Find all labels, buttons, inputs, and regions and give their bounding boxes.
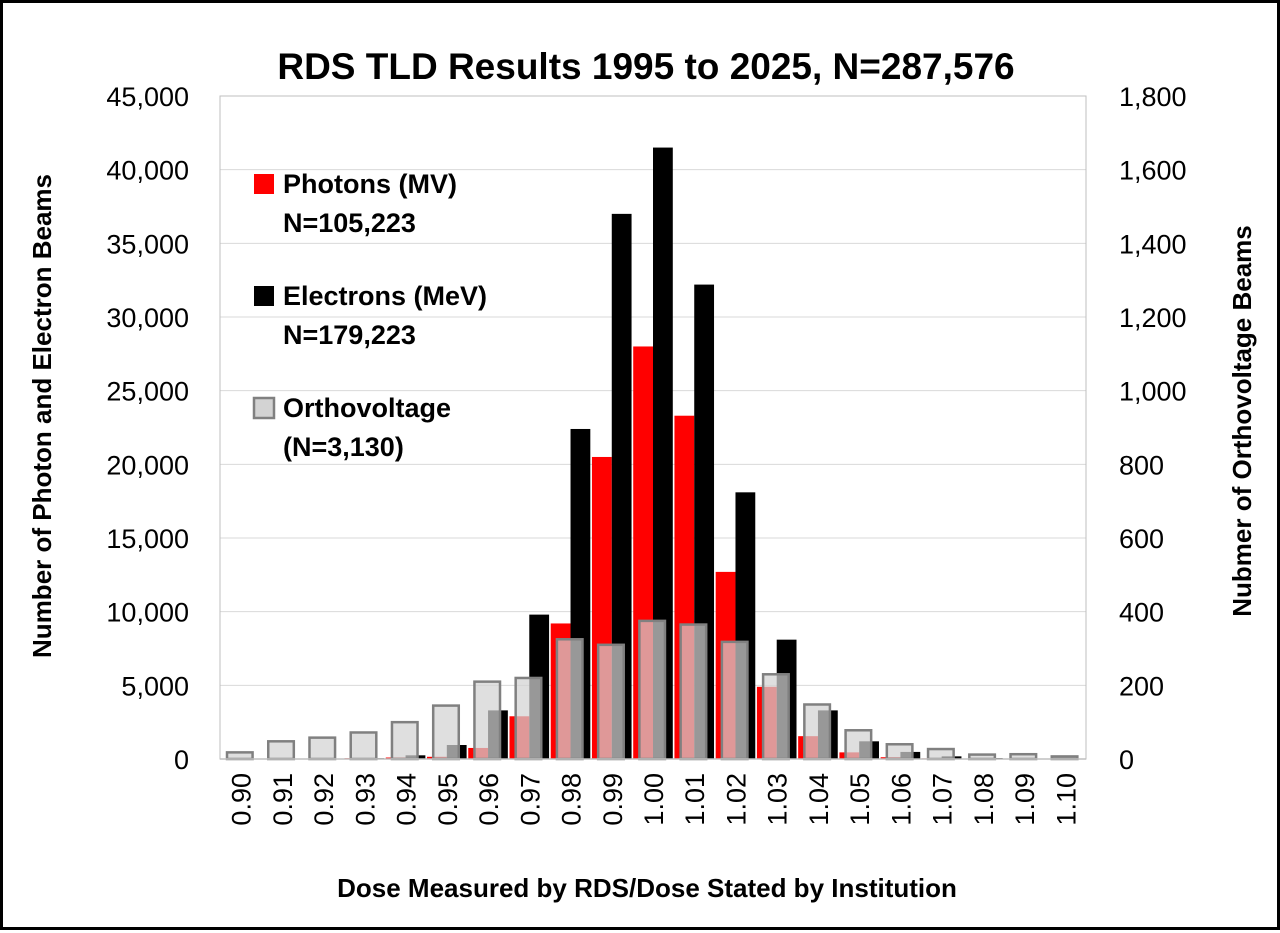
y2-tick-label: 200 (1119, 671, 1164, 701)
bar-orthovoltage (433, 706, 459, 759)
y2-axis-ticks: 0 200 400 600 800 1,000 1,200 1,400 1,600 1,800 (1119, 82, 1187, 775)
x-tick-label: 1.04 (804, 773, 834, 826)
x-axis-title: Dose Measured by RDS/Dose Stated by Inst… (337, 873, 957, 903)
x-tick-label: 1.08 (969, 773, 999, 826)
x-tick-label: 0.98 (557, 773, 587, 826)
y-tick-label: 35,000 (106, 229, 189, 259)
y2-tick-label: 400 (1119, 598, 1164, 628)
y-tick-label: 10,000 (106, 598, 189, 628)
legend-swatch-electrons (254, 286, 274, 306)
bar-orthovoltage (351, 732, 377, 759)
y-tick-label: 5,000 (121, 671, 189, 701)
legend-count-electrons: N=179,223 (283, 320, 416, 350)
y-tick-label: 40,000 (106, 156, 189, 186)
x-tick-label: 0.99 (598, 773, 628, 826)
legend-label-photons: Photons (MV) (283, 169, 457, 199)
legend-count-orthovoltage: (N=3,130) (283, 432, 404, 462)
bar-orthovoltage (681, 625, 707, 759)
legend-item-electrons: Electrons (MeV) N=179,223 (254, 281, 487, 350)
bar-orthovoltage (804, 704, 830, 759)
x-tick-label: 1.06 (886, 773, 916, 826)
y2-tick-label: 600 (1119, 524, 1164, 554)
bar-orthovoltage (474, 682, 500, 759)
bar-orthovoltage (557, 639, 583, 759)
x-axis-ticks: 0.90 0.91 0.92 0.93 0.94 0.95 0.96 0.97 0.98 0.99… (227, 773, 1082, 826)
x-tick-label: 1.03 (763, 773, 793, 826)
y-tick-label: 30,000 (106, 303, 189, 333)
y2-tick-label: 1,400 (1119, 229, 1187, 259)
x-tick-label: 0.95 (433, 773, 463, 826)
bar-orthovoltage (763, 674, 789, 759)
y2-tick-label: 1,800 (1119, 82, 1187, 112)
chart: 0 5,000 10,000 15,000 20,000 25,000 30,000 35,0… (3, 3, 1280, 933)
x-tick-label: 1.01 (680, 773, 710, 826)
y2-tick-label: 1,600 (1119, 156, 1187, 186)
y-axis-ticks: 0 5,000 10,000 15,000 20,000 25,000 30,000 35,0… (106, 82, 189, 775)
x-tick-label: 1.07 (928, 773, 958, 826)
y2-tick-label: 800 (1119, 450, 1164, 480)
y-tick-label: 45,000 (106, 82, 189, 112)
x-tick-label: 0.96 (474, 773, 504, 826)
x-tick-label: 1.05 (845, 773, 875, 826)
bar-orthovoltage (598, 645, 624, 759)
bar-orthovoltage (846, 730, 872, 759)
x-tick-label: 1.02 (721, 773, 751, 826)
chart-title: RDS TLD Results 1995 to 2025, N=287,576 (277, 46, 1014, 87)
y2-tick-label: 1,200 (1119, 303, 1187, 333)
x-tick-label: 1.00 (639, 773, 669, 826)
y-tick-label: 15,000 (106, 524, 189, 554)
bar-orthovoltage (928, 749, 954, 759)
bar-orthovoltage (268, 741, 294, 759)
y2-tick-label: 0 (1119, 745, 1134, 775)
bar-orthovoltage (722, 642, 748, 759)
x-tick-label: 0.97 (515, 773, 545, 826)
x-tick-label: 0.90 (227, 773, 257, 826)
x-tick-label: 0.94 (392, 773, 422, 826)
x-tick-label: 0.91 (268, 773, 298, 826)
legend-label-orthovoltage: Orthovoltage (283, 393, 451, 423)
y-tick-label: 25,000 (106, 377, 189, 407)
x-tick-label: 1.10 (1051, 773, 1081, 826)
legend-item-orthovoltage: Orthovoltage (N=3,130) (254, 393, 451, 462)
y-tick-label: 0 (174, 745, 189, 775)
x-tick-label: 0.93 (350, 773, 380, 826)
y2-tick-label: 1,000 (1119, 377, 1187, 407)
x-tick-label: 0.92 (309, 773, 339, 826)
legend-swatch-orthovoltage (254, 398, 274, 418)
legend-count-photons: N=105,223 (283, 208, 416, 238)
bar-orthovoltage (639, 621, 665, 759)
y2-axis-title: Nubmer of Orthovoltage Beams (1227, 225, 1257, 617)
bar-orthovoltage (887, 744, 913, 759)
legend: Photons (MV) N=105,223 Electrons (MeV) N… (254, 169, 487, 462)
bar-orthovoltage (516, 678, 542, 759)
legend-item-photons: Photons (MV) N=105,223 (254, 169, 457, 238)
legend-swatch-photons (254, 174, 274, 194)
y-axis-title: Number of Photon and Electron Beams (27, 174, 57, 658)
bar-orthovoltage (392, 722, 418, 759)
bar-orthovoltage (309, 738, 335, 759)
bar-orthovoltage (227, 752, 253, 759)
legend-label-electrons: Electrons (MeV) (283, 281, 487, 311)
x-tick-label: 1.09 (1010, 773, 1040, 826)
y-tick-label: 20,000 (106, 450, 189, 480)
